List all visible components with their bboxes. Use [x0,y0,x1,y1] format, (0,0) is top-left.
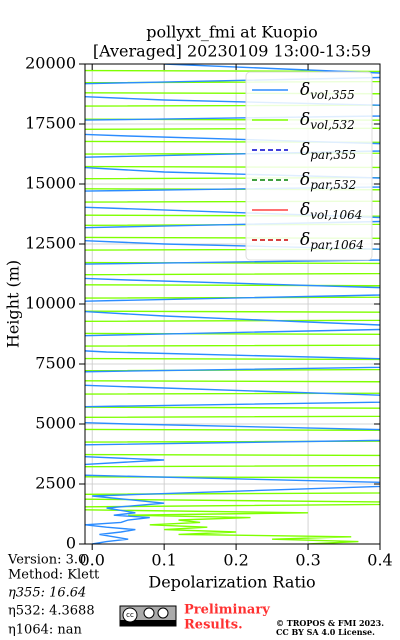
eta-355: η355: 16.64 [8,586,86,601]
legend-label: δpar,532 [300,170,356,192]
x-tick-label: 0.4 [367,551,392,570]
x-tick-label: 0.2 [223,551,248,570]
x-tick-label: 0.3 [295,551,320,570]
legend-label: δpar,1064 [300,230,364,252]
eta-1064: η1064: nan [8,623,83,638]
series-line [85,64,380,544]
y-tick-label: 5000 [35,414,76,433]
chart-title: pollyxt_fmi at Kuopio [146,23,317,42]
legend-label: δvol,355 [300,80,355,102]
copyright: © TROPOS & FMI 2023. [276,618,384,628]
y-tick-label: 15000 [25,174,76,193]
y-axis-label: Height (m) [4,260,23,348]
legend-box [245,71,373,261]
x-axis-label: Depolarization Ratio [148,573,315,592]
preliminary: Results. [184,618,243,633]
legend-label: δvol,532 [300,110,355,132]
legend-label: δpar,355 [300,140,356,162]
y-tick-label: 0 [66,534,76,553]
copyright: CC BY SA 4.0 License. [276,627,375,637]
y-tick-label: 20000 [25,54,76,73]
x-tick-label: 0.0 [79,551,104,570]
eta-532: η532: 4.3688 [8,604,95,619]
plot-area [85,64,380,544]
y-tick-label: 12500 [25,234,76,253]
preliminary: Preliminary [184,603,270,618]
chart-subtitle: [Averaged] 20230109 13:00-13:59 [93,42,371,61]
legend: δvol,355 δvol,532 δpar,355 δpar,532 δvol,106… [245,71,373,261]
svg-text:cc: cc [126,611,134,619]
axes: 0.0 0.1 0.2 0.3 0.4 0 2500 5000 7500 10000 12500 15… [25,54,393,570]
y-tick-label: 17500 [25,114,76,133]
y-tick-label: 2500 [35,474,76,493]
legend-label: δvol,1064 [300,200,362,222]
series-line [85,69,380,544]
y-tick-label: 10000 [25,294,76,313]
cc-logo: cc [119,605,177,627]
method: Method: Klett [8,568,100,583]
x-tick-label: 0.1 [151,551,176,570]
version: Version: 3.0 [7,553,86,568]
y-tick-label: 7500 [35,354,76,373]
